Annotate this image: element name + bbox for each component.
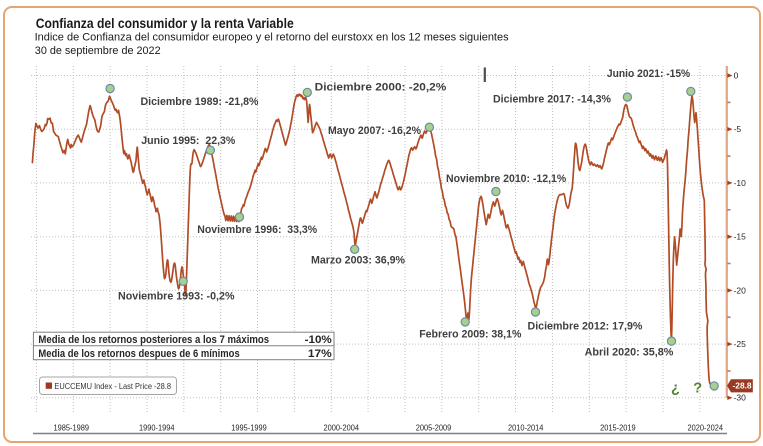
svg-text:Abril 2020: 35,8%: Abril 2020: 35,8% [585,346,674,358]
svg-text:Indice de Confianza del consum: Indice de Confianza del consumidor europ… [35,32,509,44]
svg-text:-5: -5 [734,124,742,134]
svg-text:-10: -10 [734,178,747,188]
svg-text:Junio 2021: -15%: Junio 2021: -15% [607,68,690,80]
svg-text:0: 0 [734,70,739,80]
svg-text:Diciembre 2000: -20,2%: Diciembre 2000: -20,2% [315,81,447,93]
svg-text:Diciembre 2017: -14,3%: Diciembre 2017: -14,3% [493,93,611,105]
svg-text:¿: ¿ [671,381,680,397]
svg-text:2010-2014: 2010-2014 [508,423,544,433]
svg-text:1990-1994: 1990-1994 [139,423,175,433]
svg-text:-30: -30 [734,393,747,403]
svg-text:-25: -25 [734,339,747,349]
svg-text:EUCCEMU Index - Last Price -28: EUCCEMU Index - Last Price -28.8 [54,381,171,391]
svg-text:-28.8: -28.8 [733,381,752,391]
svg-text:Diciembre 2012: 17,9%: Diciembre 2012: 17,9% [528,320,643,332]
svg-text:Noviembre 2010: -12,1%: Noviembre 2010: -12,1% [446,173,566,185]
svg-text:1985-1989: 1985-1989 [54,423,90,433]
svg-text:2000-2004: 2000-2004 [324,423,360,433]
svg-text:Media de los retornos posterio: Media de los retornos posteriores a los … [38,334,269,346]
svg-text:Febrero 2009: 38,1%: Febrero 2009: 38,1% [419,329,521,341]
svg-text:Diciembre 1989: -21,8%: Diciembre 1989: -21,8% [141,96,259,108]
svg-text:1995-1999: 1995-1999 [231,423,267,433]
svg-text:Noviembre 1996: 33,3%: Noviembre 1996: 33,3% [197,224,317,236]
svg-text:Mayo 2007: -16,2%: Mayo 2007: -16,2% [328,125,421,137]
svg-text:Marzo 2003: 36,9%: Marzo 2003: 36,9% [311,254,405,266]
svg-text:Confianza del consumidor y la: Confianza del consumidor y la renta Vari… [36,16,294,32]
svg-text:Junio 1995: 22,3%: Junio 1995: 22,3% [141,135,235,147]
svg-text:17%: 17% [308,348,332,360]
svg-text:-20: -20 [734,285,747,295]
svg-text:Noviembre 1993: -0,2%: Noviembre 1993: -0,2% [118,290,235,302]
svg-text:2015-2019: 2015-2019 [600,423,636,433]
svg-text:Media de los retornos despues: Media de los retornos despues de 6 mínim… [38,348,239,360]
svg-text:30 de septiembre de 2022: 30 de septiembre de 2022 [35,45,161,57]
svg-text:2020-2024: 2020-2024 [688,423,724,433]
svg-text:?: ? [693,380,702,396]
svg-text:-10%: -10% [305,334,332,346]
svg-text:-15: -15 [734,232,747,242]
svg-text:2005-2009: 2005-2009 [416,423,452,433]
